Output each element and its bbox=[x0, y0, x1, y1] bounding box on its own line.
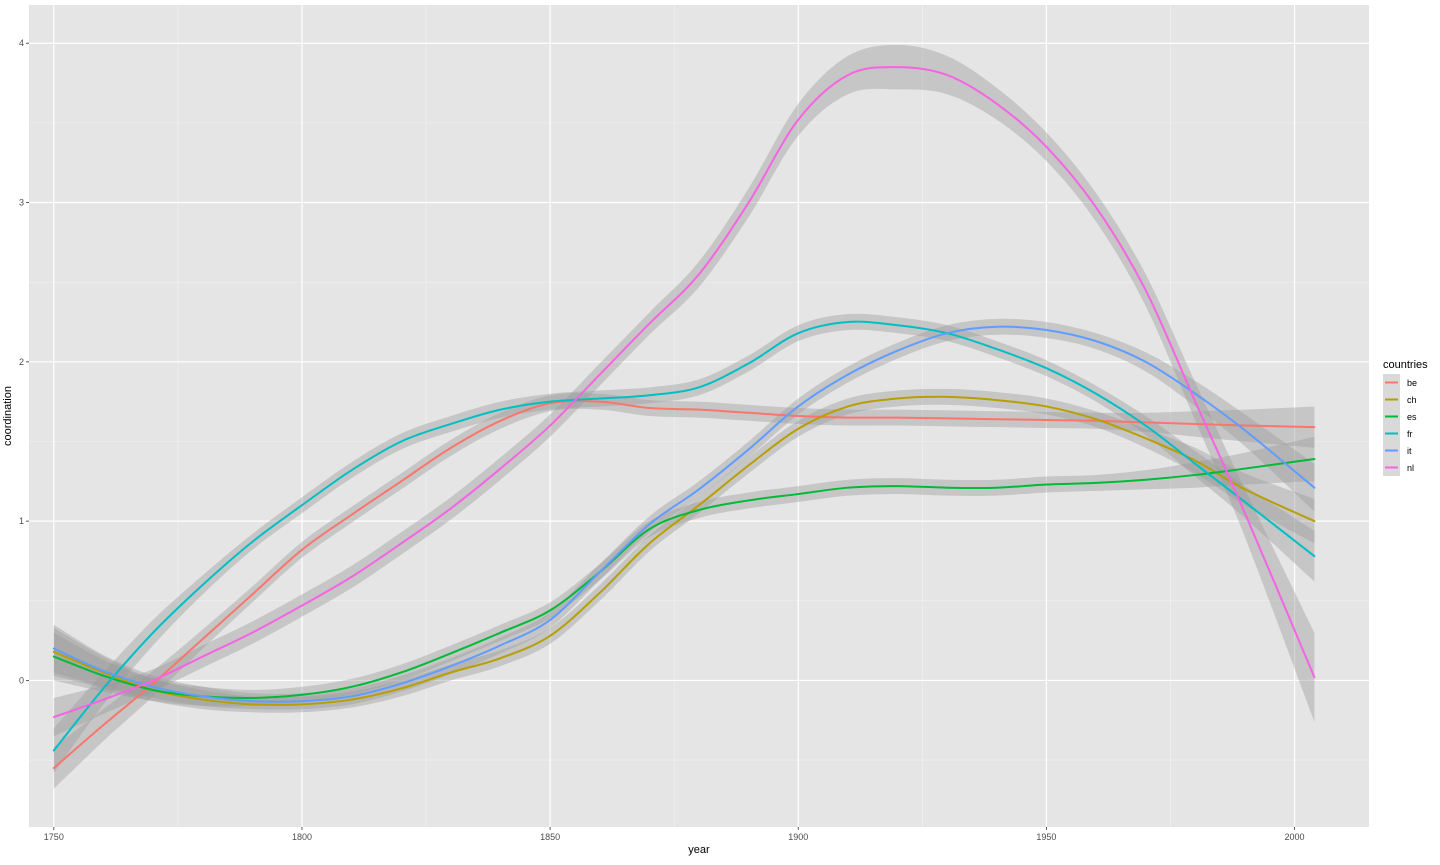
legend-label-es: es bbox=[1407, 412, 1417, 422]
legend-label-be: be bbox=[1407, 378, 1417, 388]
y-tick-label: 3 bbox=[19, 198, 24, 208]
plot-panel bbox=[29, 5, 1369, 827]
legend-item-nl: nl bbox=[1383, 459, 1414, 476]
legend-items: be ch es fr it nl bbox=[1383, 374, 1417, 476]
series-line-fr bbox=[52, 320, 1316, 752]
legend-item-es: es bbox=[1383, 408, 1417, 425]
x-tick-label: 1750 bbox=[44, 832, 64, 842]
x-tick-label: 1950 bbox=[1036, 832, 1056, 842]
x-tick-label: 1900 bbox=[788, 832, 808, 842]
series-line-it bbox=[52, 325, 1316, 703]
series-line-ch bbox=[52, 395, 1316, 706]
legend-label-nl: nl bbox=[1407, 463, 1414, 473]
series-line-nl bbox=[52, 66, 1316, 719]
series-line-be bbox=[52, 399, 1316, 770]
confidence-band-be bbox=[53, 392, 1315, 789]
y-tick-label: 0 bbox=[19, 675, 24, 685]
axes: 1750 1800 1850 1900 1950 2000 0 1 2 3 4 bbox=[19, 38, 1305, 842]
legend-item-fr: fr bbox=[1383, 425, 1413, 442]
confidence-band-nl bbox=[53, 44, 1315, 737]
y-tick-label: 1 bbox=[19, 516, 24, 526]
x-tick-label: 1800 bbox=[292, 832, 312, 842]
y-tick-label: 4 bbox=[19, 38, 24, 48]
legend-label-ch: ch bbox=[1407, 395, 1417, 405]
legend-label-fr: fr bbox=[1407, 429, 1413, 439]
confidence-band-es bbox=[53, 436, 1315, 707]
legend-title: countries bbox=[1383, 359, 1428, 371]
y-tick-label: 2 bbox=[19, 357, 24, 367]
y-axis-title: coordination bbox=[2, 386, 14, 446]
series-line-es bbox=[52, 458, 1316, 700]
x-tick-label: 1850 bbox=[540, 832, 560, 842]
confidence-bands bbox=[53, 44, 1315, 789]
series-lines bbox=[52, 66, 1316, 770]
legend-item-it: it bbox=[1383, 442, 1412, 459]
legend-label-it: it bbox=[1407, 446, 1412, 456]
legend-item-be: be bbox=[1383, 374, 1417, 391]
legend-item-ch: ch bbox=[1383, 391, 1417, 408]
x-tick-label: 2000 bbox=[1285, 832, 1305, 842]
legend: countries be ch es fr it nl bbox=[1383, 359, 1428, 476]
x-axis-title: year bbox=[688, 844, 710, 856]
